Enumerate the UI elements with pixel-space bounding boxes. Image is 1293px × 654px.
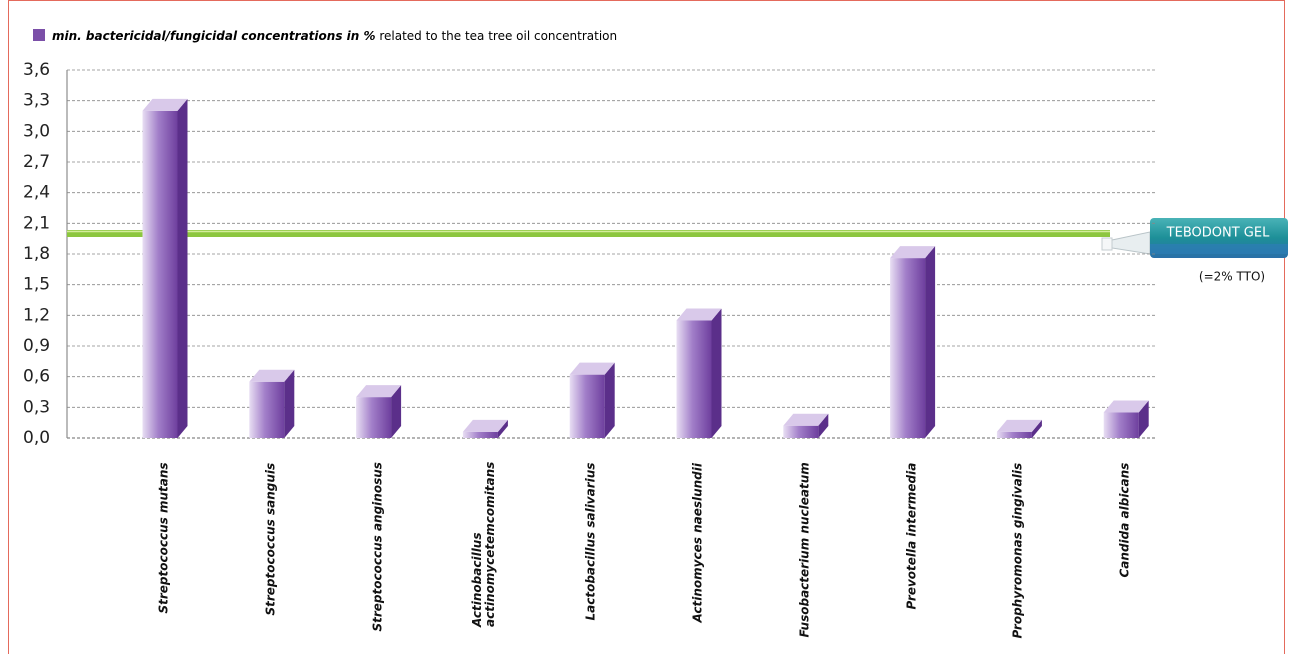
bar-side (818, 413, 829, 438)
bar-side (1031, 419, 1042, 438)
bar-side (177, 98, 188, 438)
bar-side (604, 362, 615, 438)
y-tick-label: 0,9 (23, 336, 50, 356)
bar-top (996, 419, 1042, 432)
x-tick-label: Streptococcus mutans (156, 461, 171, 613)
legend-suffix: related to the tea tree oil concentratio… (379, 29, 617, 43)
y-tick-label: 0,6 (23, 367, 50, 387)
threshold-note: (=2% TTO) (1199, 270, 1265, 284)
x-tick-label: Actinobacillus actinomycetemcomitans (470, 461, 498, 627)
y-tick-label: 1,2 (23, 305, 50, 325)
bar-top (783, 413, 829, 426)
y-tick-label: 3,6 (23, 60, 50, 80)
bar (676, 320, 712, 438)
bar-top (462, 419, 508, 432)
x-tick-label: Streptococcus anginosus (370, 461, 385, 631)
bar (142, 110, 178, 438)
bar-top (249, 369, 295, 382)
y-tick-label: 3,3 (23, 91, 50, 111)
bar-top (356, 385, 402, 398)
x-tick-label: Candida albicans (1117, 462, 1132, 577)
bar (462, 431, 498, 438)
bar (356, 397, 392, 438)
threshold-label: TEBODONT GEL (1166, 226, 1270, 241)
bar (1103, 412, 1139, 438)
x-tick-label: Streptococcus sanguis (263, 462, 278, 615)
frame (8, 0, 1285, 654)
bar (996, 431, 1032, 438)
x-tick-label: Prophyromonas gingivalis (1010, 462, 1025, 638)
bar-top (1103, 400, 1149, 413)
legend: min. bactericidal/fungicidal concentrati… (52, 29, 617, 43)
y-tick-label: 0,0 (23, 428, 50, 448)
bar-side (284, 369, 295, 438)
product-image: TEBODONT GEL (1101, 218, 1288, 258)
bar (569, 374, 605, 438)
x-tick-label: Fusobacterium nucleatum (797, 461, 812, 637)
x-tick-label: Lactobacillus salivarius (583, 462, 598, 620)
bar-side (497, 419, 508, 438)
bar-top (676, 308, 722, 321)
y-tick-label: 2,1 (23, 213, 50, 233)
x-tick-label: Actinomyces naeslundii (690, 462, 705, 622)
bar-side (711, 308, 722, 438)
y-tick-label: 2,7 (23, 152, 50, 172)
bar-side (1138, 400, 1149, 438)
bar-side (925, 246, 936, 438)
y-tick-label: 3,0 (23, 121, 50, 141)
x-tick-label: Prevotella intermedia (904, 462, 919, 609)
legend-label: min. bactericidal/fungicidal concentrati… (52, 29, 376, 43)
bar-top (569, 362, 615, 375)
bar-side (391, 385, 402, 438)
bar-top (142, 98, 188, 111)
bar (890, 258, 926, 438)
y-tick-label: 2,4 (23, 183, 50, 203)
y-tick-label: 1,8 (23, 244, 50, 264)
bar-top (890, 246, 936, 259)
y-tick-label: 0,3 (23, 397, 50, 417)
bar (783, 425, 819, 438)
bar (249, 381, 285, 438)
legend-swatch (33, 29, 45, 41)
y-tick-label: 1,5 (23, 275, 50, 295)
